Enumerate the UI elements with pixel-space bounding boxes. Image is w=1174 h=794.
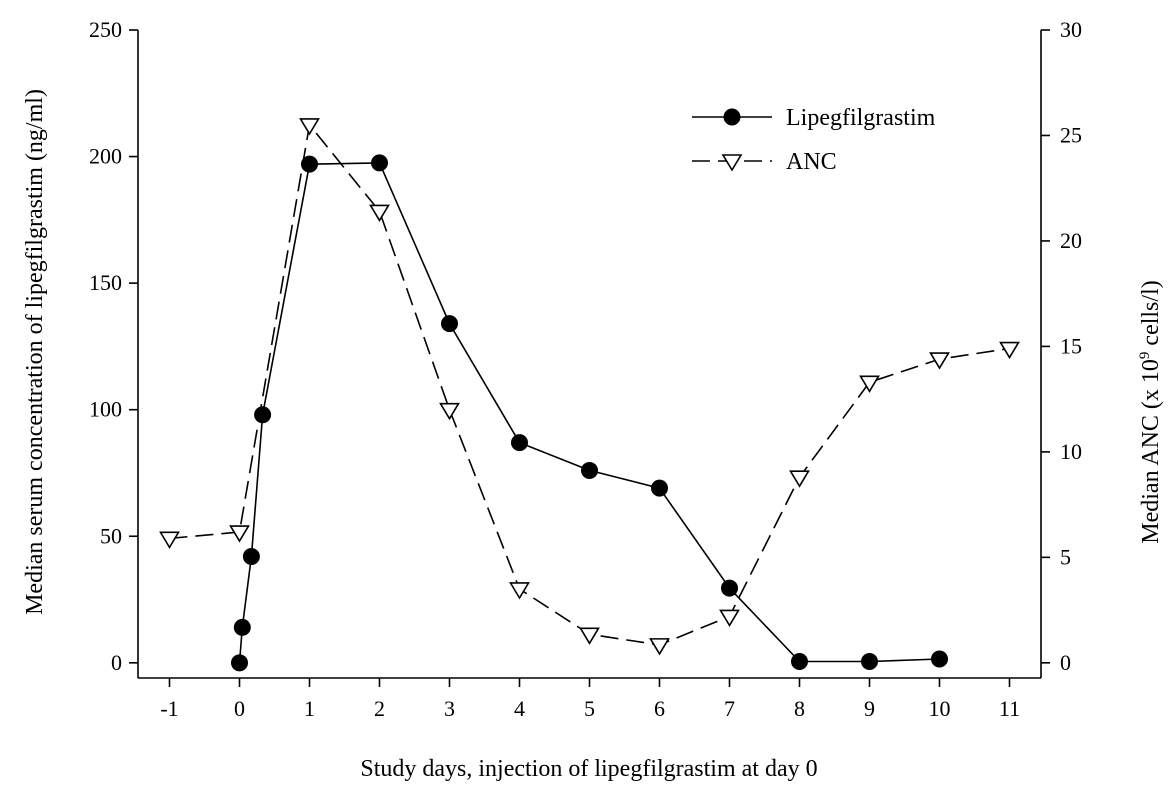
right-y-axis-title-suffix: cells/l)	[1138, 280, 1164, 351]
right-y-tick-label: 30	[1060, 17, 1082, 42]
series-anc-point	[861, 376, 879, 391]
series-lipegfilgrastim	[232, 155, 948, 671]
series-layer	[161, 119, 1019, 671]
x-tick-label: 5	[584, 696, 595, 721]
series-lipegfilgrastim-point	[372, 155, 388, 171]
right-y-axis-ticks: 0 5 10 15 20 25 30	[1041, 17, 1082, 675]
series-lipegfilgrastim-point	[652, 480, 668, 496]
right-y-tick-label: 15	[1060, 333, 1082, 358]
x-axis-ticks: -1 0 1 2 3 4 5 6 7 8 9 10 11	[160, 678, 1020, 721]
left-y-axis-title: Median serum concentration of lipegfilgr…	[22, 89, 48, 615]
x-tick-label: 3	[444, 696, 455, 721]
right-y-tick-label: 0	[1060, 650, 1071, 675]
series-lipegfilgrastim-point	[582, 462, 598, 478]
left-y-tick-label: 0	[111, 650, 122, 675]
x-tick-label: -1	[160, 696, 178, 721]
series-anc-point	[441, 404, 459, 419]
right-y-axis-title: Median ANC (x 109 cells/l)	[1137, 280, 1164, 543]
right-y-axis-title-exponent: 9	[1137, 352, 1153, 360]
series-lipegfilgrastim-point	[722, 580, 738, 596]
legend: Lipegfilgrastim ANC	[692, 105, 936, 175]
series-anc	[161, 119, 1019, 654]
x-tick-label: 2	[374, 696, 385, 721]
series-lipegfilgrastim-point	[862, 654, 878, 670]
legend-anc-label: ANC	[786, 149, 837, 175]
series-anc-point	[161, 532, 179, 547]
series-anc-point	[371, 205, 389, 220]
series-anc-point	[511, 583, 529, 598]
x-tick-label: 9	[864, 696, 875, 721]
x-tick-label: 7	[724, 696, 735, 721]
right-y-tick-label: 20	[1060, 228, 1082, 253]
series-lipegfilgrastim-point	[234, 619, 250, 635]
left-y-tick-label: 150	[89, 270, 122, 295]
legend-anc-marker	[723, 155, 741, 170]
left-y-axis-ticks: 0 50 100 150 200 250	[89, 17, 138, 675]
x-tick-label: 4	[514, 696, 525, 721]
x-tick-label: 0	[234, 696, 245, 721]
x-tick-label: 1	[304, 696, 315, 721]
series-anc-line	[170, 125, 1010, 645]
left-y-tick-label: 50	[100, 523, 122, 548]
series-anc-point	[721, 610, 739, 625]
series-anc-point	[791, 471, 809, 486]
series-lipegfilgrastim-point	[512, 435, 528, 451]
series-lipegfilgrastim-point	[442, 316, 458, 332]
series-lipegfilgrastim-point	[932, 651, 948, 667]
legend-lipegfilgrastim-label: Lipegfilgrastim	[786, 105, 936, 131]
series-anc-point	[581, 628, 599, 643]
series-lipegfilgrastim-point	[255, 407, 271, 423]
left-y-tick-label: 100	[89, 397, 122, 422]
legend-lipegfilgrastim-marker	[724, 109, 740, 125]
right-y-tick-label: 10	[1060, 439, 1082, 464]
x-tick-label: 11	[999, 696, 1020, 721]
x-tick-label: 10	[929, 696, 951, 721]
right-y-tick-label: 5	[1060, 544, 1071, 569]
x-tick-label: 8	[794, 696, 805, 721]
series-anc-point	[651, 639, 669, 654]
series-lipegfilgrastim-point	[792, 654, 808, 670]
series-lipegfilgrastim-point	[243, 549, 259, 565]
series-lipegfilgrastim-line	[240, 163, 940, 663]
x-tick-label: 6	[654, 696, 665, 721]
right-y-axis-title-prefix: Median ANC (x 10	[1138, 359, 1164, 544]
series-anc-point	[231, 526, 249, 541]
series-anc-point	[301, 119, 319, 134]
series-lipegfilgrastim-point	[232, 655, 248, 671]
x-axis-title: Study days, injection of lipegfilgrastim…	[360, 756, 817, 782]
left-y-tick-label: 250	[89, 17, 122, 42]
right-y-tick-label: 25	[1060, 122, 1082, 147]
left-y-tick-label: 200	[89, 144, 122, 169]
